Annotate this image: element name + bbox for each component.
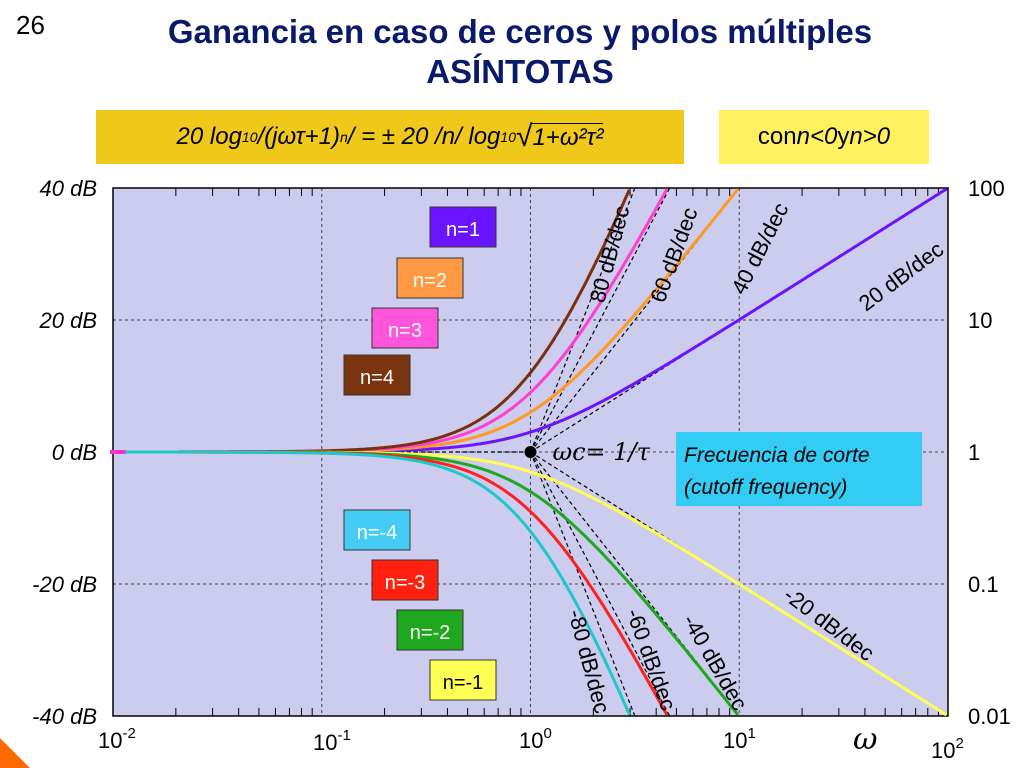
formula-sub-2: 10 bbox=[500, 129, 516, 145]
y-tick-left: -40 dB bbox=[32, 704, 97, 729]
legend-label-n=3: n=3 bbox=[388, 320, 422, 342]
cutoff-box-line2: (cutoff frequency) bbox=[684, 476, 847, 499]
title-line-1: Ganancia en caso de ceros y polos múltip… bbox=[167, 13, 873, 50]
condition-a: n<0 bbox=[796, 123, 838, 150]
asymptote-n-3 bbox=[529, 451, 671, 717]
condition-box: con n<0 y n>0 bbox=[719, 110, 929, 164]
legend-label-n=4: n=4 bbox=[360, 367, 394, 389]
legend-n=4 bbox=[343, 354, 411, 396]
legend-label-n=-2: n=-2 bbox=[410, 622, 451, 644]
page-title: Ganancia en caso de ceros y polos múltip… bbox=[60, 12, 980, 92]
formula-pre: 20 log bbox=[176, 123, 242, 150]
cutoff-box-line1: Frecuencia de corte bbox=[684, 444, 870, 467]
y-tick-right: 1 bbox=[968, 440, 980, 465]
legend-n=-3 bbox=[371, 559, 439, 601]
legend-n=1 bbox=[429, 206, 497, 248]
asymptote-n-4 bbox=[529, 451, 636, 717]
formula-box: 20 log 10 /(jωτ+1) n / = ± 20 /n/ log 10 √ 1+ω… bbox=[96, 110, 684, 164]
y-tick-right: 10 bbox=[968, 308, 992, 333]
omega-axis-label: ω bbox=[853, 722, 878, 757]
cutoff-label: ωc= 1/τ bbox=[553, 438, 651, 466]
y-tick-left: 40 dB bbox=[40, 176, 98, 201]
y-tick-left: -20 dB bbox=[32, 572, 97, 597]
y-tick-left: 20 dB bbox=[39, 308, 98, 333]
x-tick: 100 bbox=[519, 725, 552, 753]
legend-label-n=-4: n=-4 bbox=[357, 522, 398, 544]
legend-label-n=-3: n=-3 bbox=[385, 572, 426, 594]
formula-sub-1: 10 bbox=[241, 129, 258, 145]
y-tick-right: 0.01 bbox=[968, 704, 1011, 729]
cutoff-point bbox=[524, 446, 537, 458]
x-tick: 102 bbox=[931, 735, 964, 763]
legend-n=-4 bbox=[343, 509, 411, 551]
legend-label-n=2: n=2 bbox=[413, 270, 447, 292]
legend-n=2 bbox=[396, 257, 464, 299]
slide-corner-decoration bbox=[0, 738, 30, 768]
legend-n=3 bbox=[371, 307, 439, 349]
curve-n=-4 bbox=[113, 450, 631, 715]
x-tick: 10-2 bbox=[98, 725, 136, 753]
slide-number: 26 bbox=[16, 10, 45, 40]
condition-b: n>0 bbox=[849, 123, 891, 150]
condition-pre: con bbox=[757, 123, 797, 150]
legend-n=-2 bbox=[396, 609, 464, 651]
sqrt-icon: √ bbox=[515, 120, 533, 153]
y-tick-right: 100 bbox=[968, 176, 1005, 201]
x-tick: 101 bbox=[723, 725, 756, 753]
asymptote-n3 bbox=[529, 187, 671, 453]
title-line-2: ASÍNTOTAS bbox=[426, 53, 614, 90]
formula-sup: n bbox=[340, 129, 348, 145]
cutoff-box bbox=[676, 432, 922, 506]
formula-mid: /(jωτ+1) bbox=[257, 123, 341, 150]
condition-mid: y bbox=[837, 123, 850, 150]
y-tick-right: 0.1 bbox=[968, 572, 999, 597]
formula-root: 1+ω²τ² bbox=[532, 122, 604, 151]
asymptote-n4 bbox=[529, 187, 636, 453]
formula-post: / = ± 20 /n/ log bbox=[347, 123, 501, 150]
x-tick: 10-1 bbox=[313, 727, 351, 755]
legend-label-n=1: n=1 bbox=[446, 219, 480, 241]
y-tick-left: 0 dB bbox=[52, 440, 97, 465]
legend-label-n=-1: n=-1 bbox=[443, 672, 484, 694]
legend-n=-1 bbox=[429, 659, 497, 701]
